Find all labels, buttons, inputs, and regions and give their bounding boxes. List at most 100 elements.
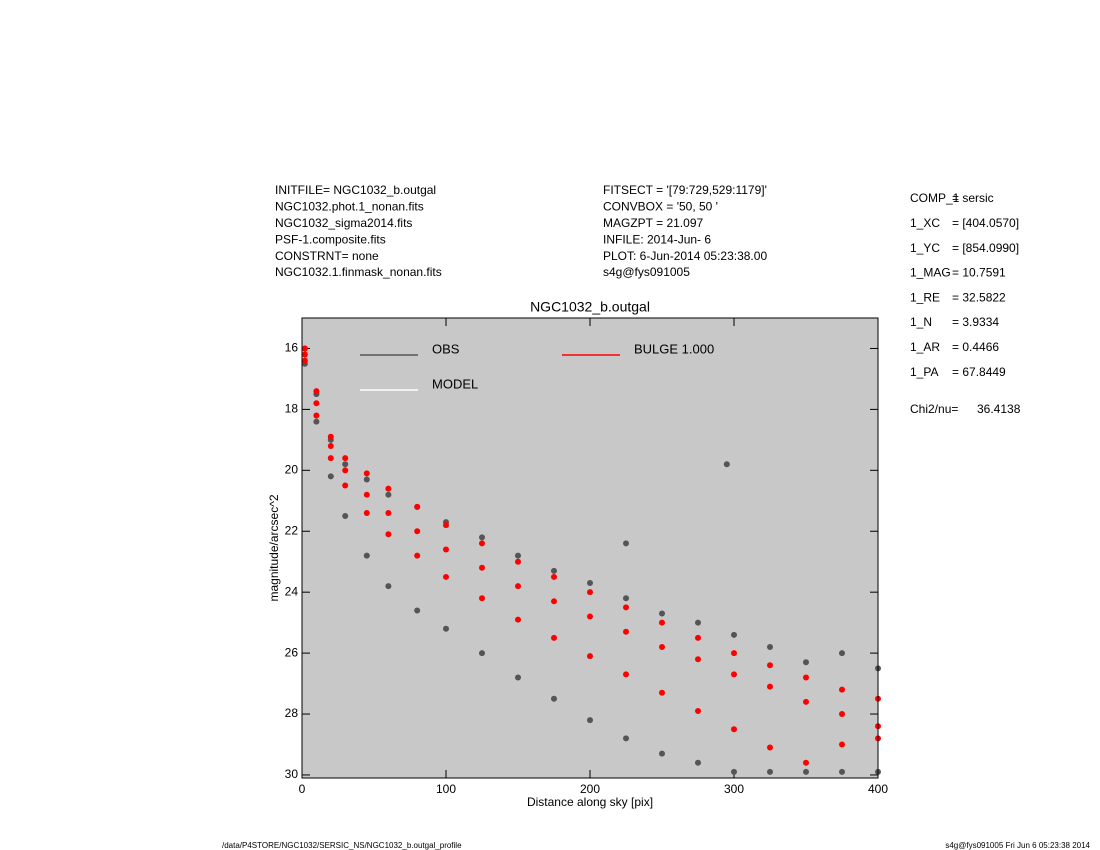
point: [731, 768, 737, 775]
point: [839, 686, 845, 693]
plot-area: [302, 318, 878, 778]
point: [363, 476, 370, 483]
point: [767, 683, 773, 690]
point: [515, 558, 521, 565]
point: [767, 768, 773, 775]
point: [414, 503, 421, 510]
y-tick-label: 24: [285, 584, 299, 598]
y-tick-label: 30: [285, 767, 299, 781]
chi2-value: 36.4138: [977, 402, 1021, 416]
point: [342, 461, 349, 468]
point: [623, 604, 629, 611]
y-tick-label: 26: [285, 645, 299, 659]
header-line: s4g@fys091005: [603, 265, 690, 279]
point: [414, 607, 421, 614]
point: [313, 388, 320, 395]
point: [803, 759, 809, 766]
chart-title: NGC1032_b.outgal: [530, 299, 650, 315]
chi2-label: Chi2/nu=: [910, 402, 958, 416]
x-tick-label: 300: [724, 782, 744, 796]
point: [363, 470, 370, 477]
point: [313, 412, 320, 419]
param-name: 1_MAG: [910, 266, 951, 280]
header-line: NGC1032_sigma2014.fits: [275, 216, 412, 230]
point: [327, 473, 334, 480]
header-line: CONVBOX = '50, 50 ': [603, 200, 718, 214]
point: [695, 619, 701, 626]
point: [839, 711, 845, 718]
point: [623, 540, 629, 547]
point: [443, 546, 449, 553]
param-value: = 0.4466: [952, 340, 999, 354]
y-tick-label: 28: [285, 706, 299, 720]
header-line: PSF-1.composite.fits: [275, 232, 386, 246]
param-name: 1_PA: [910, 365, 938, 379]
point: [327, 455, 334, 462]
point: [479, 595, 485, 602]
point: [767, 644, 773, 651]
point: [385, 509, 392, 516]
param-name: 1_AR: [910, 340, 940, 354]
point: [443, 625, 449, 632]
footer-right: s4g@fys091005 Fri Jun 6 05:23:38 2014: [945, 841, 1090, 850]
point: [723, 461, 730, 468]
legend-label: BULGE 1.000: [634, 341, 714, 356]
point: [695, 634, 701, 641]
point: [659, 644, 665, 651]
point: [479, 564, 485, 571]
point: [587, 589, 593, 596]
point: [551, 573, 557, 580]
x-tick-label: 0: [299, 782, 306, 796]
point: [551, 695, 557, 702]
point: [731, 650, 737, 657]
param-value: = 10.7591: [952, 266, 1006, 280]
point: [695, 656, 701, 663]
point: [443, 522, 449, 529]
header-line: MAGZPT = 21.097: [603, 216, 703, 230]
header-line: FITSECT = '[79:729,529:1179]': [603, 183, 767, 197]
point: [767, 744, 773, 751]
point: [301, 351, 308, 358]
point: [515, 552, 521, 559]
point: [551, 598, 557, 605]
point: [363, 509, 370, 516]
param-name: 1_N: [910, 315, 932, 329]
point: [731, 671, 737, 678]
point: [414, 528, 421, 535]
param-value: = 32.5822: [952, 290, 1006, 304]
param-name: COMP_1: [910, 191, 960, 205]
point: [659, 689, 665, 696]
point: [327, 433, 334, 440]
y-tick-label: 20: [285, 462, 299, 476]
param-value: = sersic: [952, 191, 994, 205]
point: [587, 653, 593, 660]
point: [803, 674, 809, 681]
plot-frame: [301, 317, 879, 779]
header-line: INITFILE= NGC1032_b.outgal: [275, 183, 436, 197]
y-tick-label: 18: [285, 402, 299, 416]
param-value: = 67.8449: [952, 365, 1006, 379]
x-tick-label: 200: [580, 782, 600, 796]
point: [363, 552, 370, 559]
point: [342, 467, 349, 474]
point: [479, 650, 485, 657]
point: [803, 659, 809, 666]
point: [623, 628, 629, 635]
header-line: NGC1032.phot.1_nonan.fits: [275, 200, 424, 214]
point: [385, 485, 392, 492]
header-line: CONSTRNT= none: [275, 249, 379, 263]
point: [587, 580, 593, 587]
point: [414, 552, 421, 559]
point: [659, 750, 665, 757]
point: [385, 583, 392, 590]
header-line: INFILE: 2014-Jun- 6: [603, 232, 711, 246]
point: [385, 531, 392, 538]
point: [385, 491, 392, 498]
y-tick-label: 16: [285, 341, 299, 355]
point: [301, 357, 308, 364]
param-name: 1_YC: [910, 241, 940, 255]
point: [803, 768, 809, 775]
param-value: = [854.0990]: [952, 241, 1019, 255]
header-line: NGC1032.1.finmask_nonan.fits: [275, 265, 442, 279]
x-tick-label: 100: [436, 782, 456, 796]
